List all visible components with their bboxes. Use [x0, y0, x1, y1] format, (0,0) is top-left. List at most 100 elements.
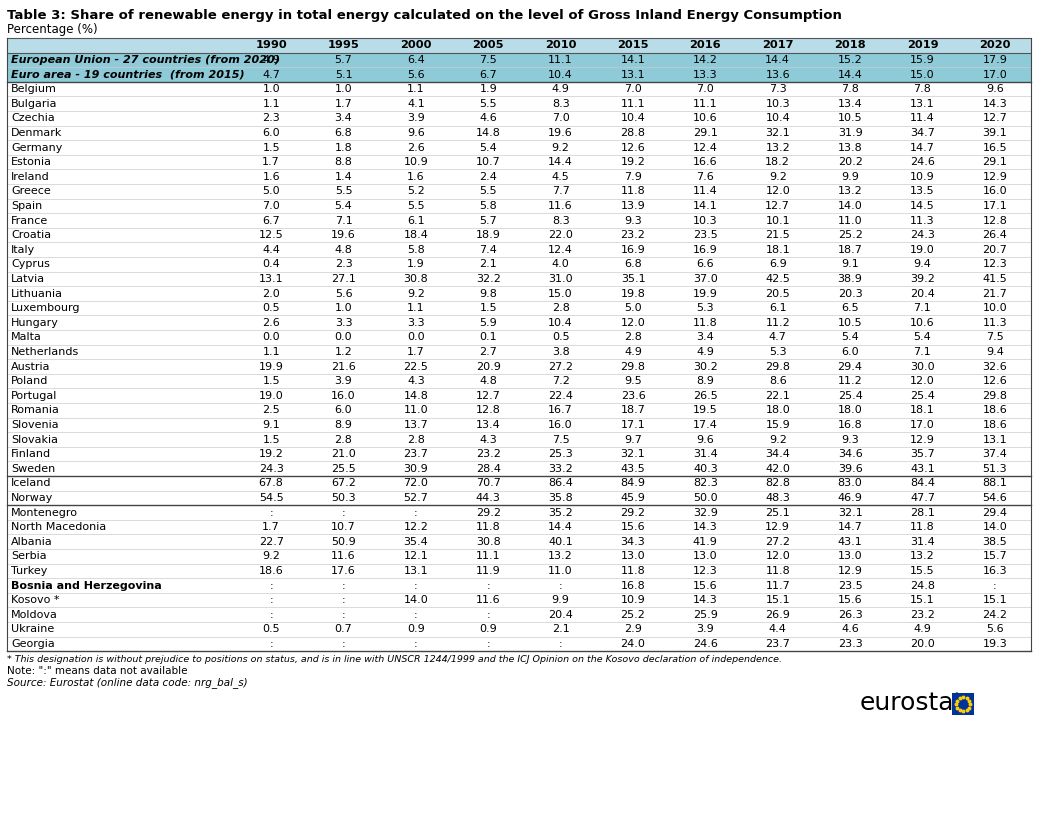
- Text: 1.7: 1.7: [334, 99, 353, 109]
- Text: 16.5: 16.5: [983, 142, 1007, 153]
- Bar: [7, 592, 1031, 608]
- Text: 22.0: 22.0: [548, 230, 573, 241]
- Text: 18.7: 18.7: [838, 245, 863, 255]
- Text: 13.6: 13.6: [765, 70, 790, 80]
- Bar: [7, 155, 1031, 169]
- Text: 11.0: 11.0: [838, 215, 863, 225]
- Text: 10.9: 10.9: [404, 157, 429, 167]
- Text: 50.9: 50.9: [331, 536, 356, 546]
- Text: 31.4: 31.4: [910, 536, 935, 546]
- Text: :: :: [414, 639, 417, 649]
- Text: Slovakia: Slovakia: [11, 434, 58, 444]
- Text: 12.2: 12.2: [404, 522, 429, 532]
- Bar: [7, 476, 1031, 490]
- Text: 15.6: 15.6: [838, 595, 863, 605]
- Text: 15.6: 15.6: [621, 522, 646, 532]
- Text: 11.8: 11.8: [765, 566, 790, 576]
- Bar: [7, 417, 1031, 432]
- Text: Kosovo *: Kosovo *: [11, 595, 59, 605]
- Bar: [7, 447, 1031, 462]
- Text: 3.8: 3.8: [552, 347, 570, 357]
- Text: 1.4: 1.4: [334, 172, 353, 182]
- Bar: [7, 126, 1031, 140]
- Text: Romania: Romania: [11, 406, 60, 416]
- Text: Spain: Spain: [11, 201, 43, 211]
- Text: 7.9: 7.9: [624, 172, 641, 182]
- Text: 29.2: 29.2: [475, 508, 500, 518]
- Text: 43.1: 43.1: [910, 463, 935, 473]
- Text: 41.9: 41.9: [693, 536, 718, 546]
- Text: 4.6: 4.6: [841, 624, 859, 634]
- Text: 13.2: 13.2: [838, 186, 863, 196]
- Text: 24.0: 24.0: [621, 639, 646, 649]
- Text: 10.4: 10.4: [621, 113, 646, 123]
- Text: 44.3: 44.3: [475, 493, 500, 503]
- Text: :: :: [270, 610, 273, 619]
- Text: 83.0: 83.0: [838, 478, 863, 489]
- Text: 33.2: 33.2: [548, 463, 573, 473]
- Text: 32.1: 32.1: [765, 128, 790, 138]
- Text: 88.1: 88.1: [982, 478, 1007, 489]
- Text: 47.7: 47.7: [910, 493, 935, 503]
- Text: Germany: Germany: [11, 142, 62, 153]
- Text: 28.1: 28.1: [910, 508, 935, 518]
- Text: 14.4: 14.4: [548, 157, 573, 167]
- Text: 10.9: 10.9: [621, 595, 646, 605]
- Text: 10.5: 10.5: [838, 113, 863, 123]
- Text: 13.5: 13.5: [910, 186, 935, 196]
- Text: 32.6: 32.6: [982, 361, 1007, 371]
- Text: 12.8: 12.8: [475, 406, 500, 416]
- Text: 2.3: 2.3: [334, 259, 353, 269]
- Text: Turkey: Turkey: [11, 566, 48, 576]
- Text: 12.4: 12.4: [548, 245, 573, 255]
- Text: 4.7: 4.7: [769, 333, 787, 342]
- Text: 3.3: 3.3: [407, 318, 425, 328]
- Text: 24.2: 24.2: [982, 610, 1007, 619]
- Text: 12.5: 12.5: [258, 230, 283, 241]
- Text: 1995: 1995: [328, 40, 359, 50]
- Text: Finland: Finland: [11, 449, 51, 459]
- Text: 26.5: 26.5: [693, 391, 717, 401]
- Text: 14.1: 14.1: [693, 201, 717, 211]
- Text: 5.4: 5.4: [913, 333, 931, 342]
- Text: 10.6: 10.6: [910, 318, 935, 328]
- Text: 7.8: 7.8: [841, 84, 859, 94]
- Text: 2018: 2018: [835, 40, 866, 50]
- Text: Malta: Malta: [11, 333, 42, 342]
- Text: 54.5: 54.5: [258, 493, 283, 503]
- Bar: [7, 535, 1031, 549]
- Text: Montenegro: Montenegro: [11, 508, 78, 518]
- Text: 18.7: 18.7: [621, 406, 646, 416]
- Text: 35.2: 35.2: [548, 508, 573, 518]
- Text: 4.5: 4.5: [552, 172, 570, 182]
- Text: 40.1: 40.1: [548, 536, 573, 546]
- Text: 11.8: 11.8: [693, 318, 717, 328]
- Text: 2.0: 2.0: [263, 288, 280, 298]
- Text: 11.7: 11.7: [765, 581, 790, 591]
- Text: Netherlands: Netherlands: [11, 347, 79, 357]
- Text: Hungary: Hungary: [11, 318, 59, 328]
- Text: 23.3: 23.3: [838, 639, 863, 649]
- Text: 13.9: 13.9: [621, 201, 646, 211]
- Text: 13.1: 13.1: [621, 70, 646, 80]
- Text: 31.0: 31.0: [548, 274, 573, 284]
- Text: 13.1: 13.1: [983, 434, 1007, 444]
- Bar: [7, 184, 1031, 199]
- Text: 38.9: 38.9: [838, 274, 863, 284]
- Text: 8.3: 8.3: [552, 215, 570, 225]
- Text: 29.8: 29.8: [621, 361, 646, 371]
- Text: 12.3: 12.3: [982, 259, 1007, 269]
- Text: 7.5: 7.5: [986, 333, 1004, 342]
- Text: 5.8: 5.8: [480, 201, 497, 211]
- Text: North Macedonia: North Macedonia: [11, 522, 106, 532]
- Text: :: :: [487, 610, 490, 619]
- Text: 50.3: 50.3: [331, 493, 356, 503]
- Text: 84.9: 84.9: [621, 478, 646, 489]
- Text: 25.4: 25.4: [838, 391, 863, 401]
- Bar: [7, 315, 1031, 330]
- Text: 9.4: 9.4: [913, 259, 931, 269]
- Text: 25.5: 25.5: [331, 463, 356, 473]
- Text: 10.6: 10.6: [693, 113, 717, 123]
- Text: 12.6: 12.6: [621, 142, 646, 153]
- Text: 13.4: 13.4: [475, 420, 500, 430]
